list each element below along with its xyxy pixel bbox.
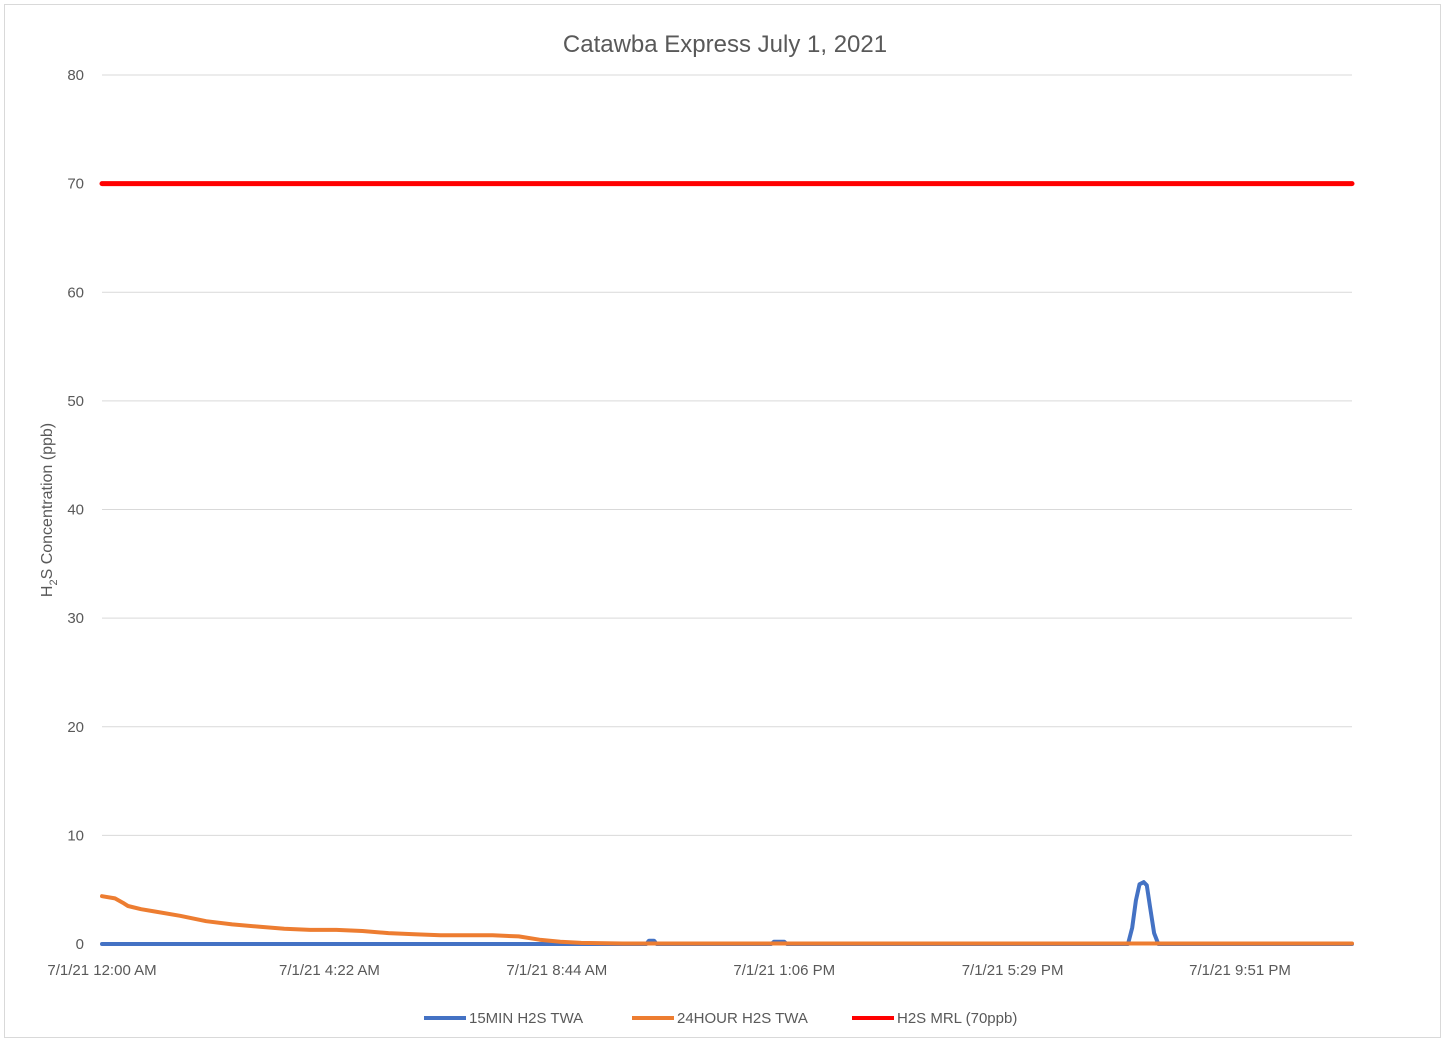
chart-title: Catawba Express July 1, 2021 bbox=[563, 31, 887, 58]
x-tick-label: 7/1/21 4:22 AM bbox=[279, 962, 380, 979]
y-tick-label: 70 bbox=[67, 176, 84, 193]
series-line bbox=[100, 880, 1354, 946]
legend-label: H2S MRL (70ppb) bbox=[897, 1010, 1017, 1027]
y-tick-label: 80 bbox=[67, 67, 84, 84]
legend: 15MIN H2S TWA 24HOUR H2S TWA H2S MRL (70pp… bbox=[424, 1010, 1017, 1027]
series-lines bbox=[99, 181, 1355, 946]
y-tick-label: 40 bbox=[67, 502, 84, 519]
y-axis-label: H2S Concentration (ppb) bbox=[39, 423, 60, 597]
chart-frame bbox=[4, 4, 1441, 1038]
gridlines bbox=[102, 74, 1352, 945]
y-tick-label: 60 bbox=[67, 284, 84, 301]
y-tick-label: 30 bbox=[67, 610, 84, 627]
x-tick-label: 7/1/21 5:29 PM bbox=[962, 962, 1064, 979]
x-tick-label: 7/1/21 1:06 PM bbox=[733, 962, 835, 979]
y-tick-label: 20 bbox=[67, 719, 84, 736]
x-tick-label: 7/1/21 12:00 AM bbox=[47, 962, 156, 979]
x-axis-ticks: 7/1/21 12:00 AM 7/1/21 4:22 AM 7/1/21 8:44… bbox=[47, 962, 1291, 979]
y-tick-label: 50 bbox=[67, 393, 84, 410]
series-line bbox=[100, 894, 1354, 946]
legend-label: 24HOUR H2S TWA bbox=[677, 1010, 808, 1027]
x-tick-label: 7/1/21 8:44 AM bbox=[506, 962, 607, 979]
y-tick-label: 10 bbox=[67, 827, 84, 844]
legend-label: 15MIN H2S TWA bbox=[469, 1010, 583, 1027]
y-axis-ticks: 0 10 20 30 40 50 60 70 80 bbox=[67, 67, 84, 953]
x-tick-label: 7/1/21 9:51 PM bbox=[1189, 962, 1291, 979]
y-tick-label: 0 bbox=[76, 936, 84, 953]
